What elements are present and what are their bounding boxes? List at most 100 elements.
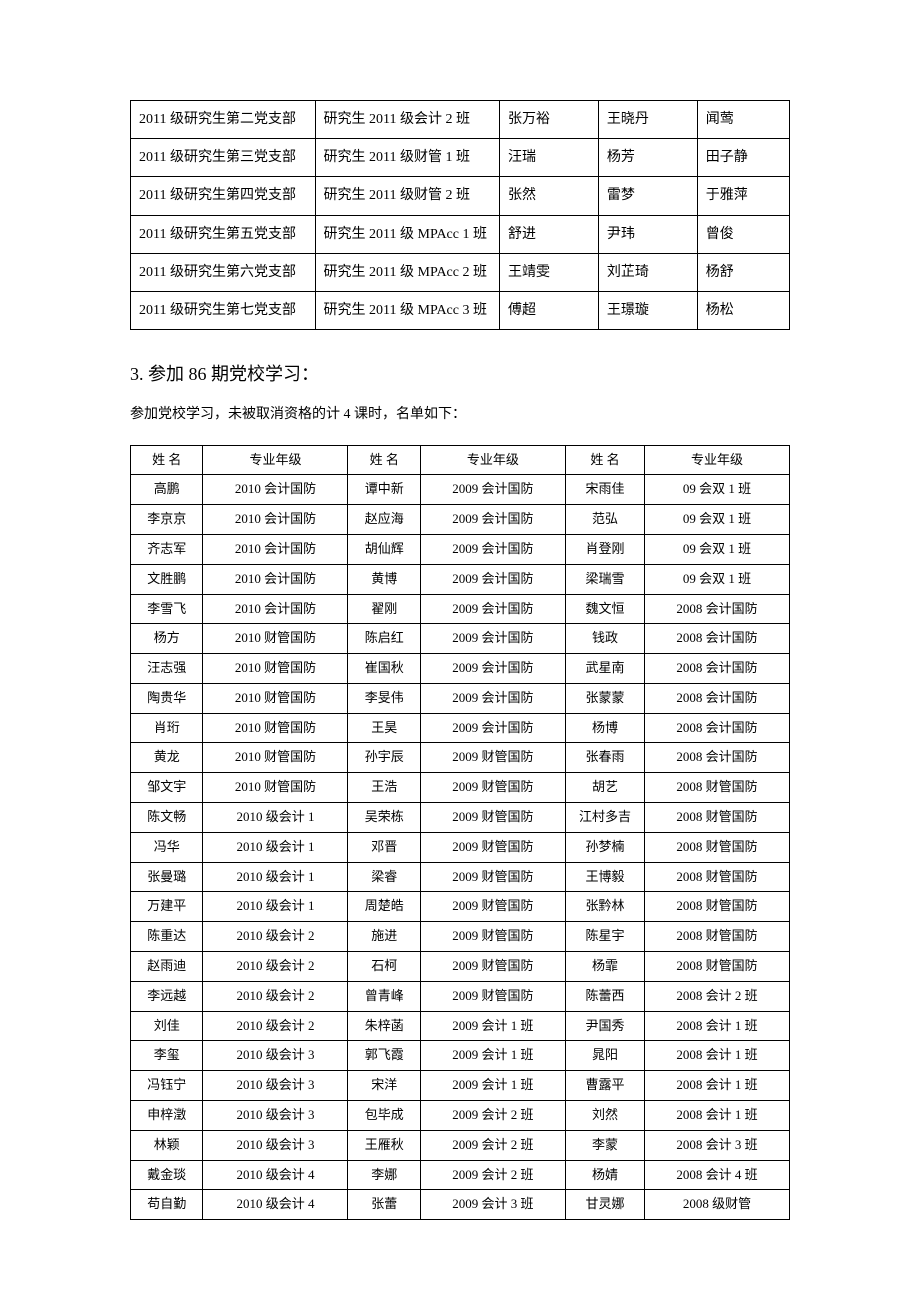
table-cell: 胡艺 [565, 773, 644, 803]
table-cell: 申梓澂 [131, 1101, 203, 1131]
section-heading: 3. 参加 86 期党校学习： [130, 360, 790, 386]
table-row: 万建平2010 级会计 1周楚皓2009 财管国防张黔林2008 财管国防 [131, 892, 790, 922]
table-cell: 2009 会计 1 班 [420, 1041, 565, 1071]
table-cell: 杨婧 [565, 1160, 644, 1190]
table-cell: 戴金琰 [131, 1160, 203, 1190]
table-cell: 陈启红 [348, 624, 420, 654]
table-cell: 2009 会计国防 [420, 683, 565, 713]
student-list-table: 姓 名 专业年级 姓 名 专业年级 姓 名 专业年级 高鹏2010 会计国防谭中… [130, 445, 790, 1221]
table-cell: 2010 级会计 2 [203, 922, 348, 952]
table-cell: 2010 财管国防 [203, 743, 348, 773]
table-cell: 胡仙辉 [348, 534, 420, 564]
table-cell: 朱梓菡 [348, 1011, 420, 1041]
table-cell: 郭飞霞 [348, 1041, 420, 1071]
table-row: 文胜鹏2010 会计国防黄博2009 会计国防梁瑞雪09 会双 1 班 [131, 564, 790, 594]
table-cell: 2009 会计 3 班 [420, 1190, 565, 1220]
table-cell: 09 会双 1 班 [644, 505, 789, 535]
table-cell: 晁阳 [565, 1041, 644, 1071]
table-cell: 张曼璐 [131, 862, 203, 892]
table-cell: 2008 会计 1 班 [644, 1101, 789, 1131]
table-row: 2011 级研究生第四党支部研究生 2011 级财管 2 班张然雷梦于雅萍 [131, 177, 790, 215]
table-cell: 2009 财管国防 [420, 922, 565, 952]
table-row: 杨方2010 财管国防陈启红2009 会计国防钱政2008 会计国防 [131, 624, 790, 654]
table-cell: 研究生 2011 级 MPAcc 1 班 [315, 215, 500, 253]
table-cell: 翟刚 [348, 594, 420, 624]
table-cell: 研究生 2011 级财管 1 班 [315, 139, 500, 177]
table-cell: 黄龙 [131, 743, 203, 773]
header-major-1: 专业年级 [203, 445, 348, 475]
table-cell: 2010 级会计 3 [203, 1130, 348, 1160]
table-cell: 2010 级会计 3 [203, 1071, 348, 1101]
table-cell: 2010 会计国防 [203, 594, 348, 624]
table-cell: 王雁秋 [348, 1130, 420, 1160]
table-cell: 赵雨迪 [131, 952, 203, 982]
table-cell: 2008 会计 1 班 [644, 1011, 789, 1041]
table-row: 戴金琰2010 级会计 4李娜2009 会计 2 班杨婧2008 会计 4 班 [131, 1160, 790, 1190]
table-cell: 周楚皓 [348, 892, 420, 922]
table-cell: 2009 会计 1 班 [420, 1071, 565, 1101]
table-cell: 孙梦楠 [565, 832, 644, 862]
table-cell: 2009 会计国防 [420, 475, 565, 505]
table-cell: 2009 会计国防 [420, 624, 565, 654]
table-cell: 杨博 [565, 713, 644, 743]
table-cell: 石柯 [348, 952, 420, 982]
table-cell: 2011 级研究生第五党支部 [131, 215, 316, 253]
header-name-2: 姓 名 [348, 445, 420, 475]
table-row: 李京京2010 会计国防赵应海2009 会计国防范弘09 会双 1 班 [131, 505, 790, 535]
table-cell: 2010 级会计 1 [203, 862, 348, 892]
table-cell: 2010 级会计 4 [203, 1190, 348, 1220]
table-row: 黄龙2010 财管国防孙宇辰2009 财管国防张春雨2008 会计国防 [131, 743, 790, 773]
table-row: 2011 级研究生第三党支部研究生 2011 级财管 1 班汪瑞杨芳田子静 [131, 139, 790, 177]
table-cell: 曾俊 [697, 215, 789, 253]
table-cell: 张万裕 [500, 101, 599, 139]
table-cell: 2011 级研究生第六党支部 [131, 253, 316, 291]
table-cell: 王浩 [348, 773, 420, 803]
table-cell: 2009 会计 2 班 [420, 1160, 565, 1190]
table-cell: 谭中新 [348, 475, 420, 505]
table-cell: 2009 财管国防 [420, 773, 565, 803]
table-cell: 2008 会计 4 班 [644, 1160, 789, 1190]
table-cell: 2010 财管国防 [203, 624, 348, 654]
table-cell: 2010 级会计 1 [203, 832, 348, 862]
table-cell: 2009 财管国防 [420, 862, 565, 892]
table-cell: 张黔林 [565, 892, 644, 922]
table-row: 苟自勤2010 级会计 4张蕾2009 会计 3 班甘灵娜2008 级财管 [131, 1190, 790, 1220]
table-cell: 刘然 [565, 1101, 644, 1131]
table-cell: 宋洋 [348, 1071, 420, 1101]
table-cell: 冯钰宁 [131, 1071, 203, 1101]
header-name-1: 姓 名 [131, 445, 203, 475]
table-cell: 万建平 [131, 892, 203, 922]
table-cell: 李蒙 [565, 1130, 644, 1160]
table-cell: 田子静 [697, 139, 789, 177]
table-cell: 包毕成 [348, 1101, 420, 1131]
table-cell: 2008 财管国防 [644, 773, 789, 803]
table-cell: 舒进 [500, 215, 599, 253]
party-branch-table: 2011 级研究生第二党支部研究生 2011 级会计 2 班张万裕王晓丹闻莺20… [130, 100, 790, 330]
table-row: 冯华2010 级会计 1邓晋2009 财管国防孙梦楠2008 财管国防 [131, 832, 790, 862]
table-cell: 范弘 [565, 505, 644, 535]
table-row: 李雪飞2010 会计国防翟刚2009 会计国防魏文恒2008 会计国防 [131, 594, 790, 624]
table-cell: 2010 级会计 1 [203, 803, 348, 833]
table-cell: 2010 级会计 2 [203, 981, 348, 1011]
table-cell: 2011 级研究生第二党支部 [131, 101, 316, 139]
table-cell: 2010 会计国防 [203, 505, 348, 535]
table-cell: 江村多吉 [565, 803, 644, 833]
table-cell: 2009 财管国防 [420, 952, 565, 982]
table-cell: 曹露平 [565, 1071, 644, 1101]
table-cell: 2008 会计 1 班 [644, 1071, 789, 1101]
table-row: 肖珩2010 财管国防王昊2009 会计国防杨博2008 会计国防 [131, 713, 790, 743]
table-cell: 2010 级会计 3 [203, 1101, 348, 1131]
table-cell: 陈重达 [131, 922, 203, 952]
table-cell: 王昊 [348, 713, 420, 743]
table-cell: 陈文畅 [131, 803, 203, 833]
table-cell: 2009 会计国防 [420, 534, 565, 564]
table-cell: 2008 财管国防 [644, 803, 789, 833]
header-major-2: 专业年级 [420, 445, 565, 475]
table-cell: 曾青峰 [348, 981, 420, 1011]
table-cell: 陈星宇 [565, 922, 644, 952]
table-cell: 林颖 [131, 1130, 203, 1160]
table-cell: 钱政 [565, 624, 644, 654]
table-row: 李玺2010 级会计 3郭飞霞2009 会计 1 班晁阳2008 会计 1 班 [131, 1041, 790, 1071]
table-cell: 刘芷琦 [598, 253, 697, 291]
table-cell: 2009 会计国防 [420, 505, 565, 535]
